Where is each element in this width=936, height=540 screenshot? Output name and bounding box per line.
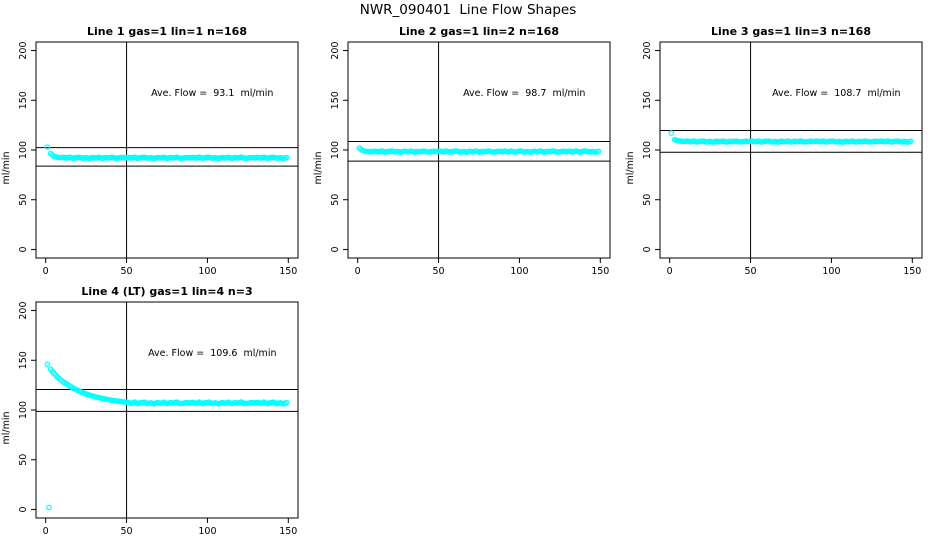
x-axis: 0 50 100 150 (667, 258, 921, 277)
svg-text:0: 0 (330, 246, 341, 252)
svg-text:100: 100 (330, 141, 341, 159)
data-points (356, 145, 602, 156)
plot-box (35, 301, 299, 519)
svg-text:150: 150 (279, 526, 297, 537)
x-axis: 0 50 100 150 (355, 258, 609, 277)
plot-box (659, 41, 923, 259)
data-points (668, 130, 914, 145)
svg-text:50: 50 (433, 266, 445, 277)
svg-text:200: 200 (330, 41, 341, 59)
svg-text:100: 100 (198, 526, 216, 537)
y-axis-label: ml/min (625, 151, 636, 184)
y-axis: 0 50 100 150 200 (18, 41, 36, 252)
svg-text:0: 0 (18, 246, 29, 252)
panel-line-2: Line 2 gas=1 lin=2 n=168 0 50 100 150 0 50 100 1… (313, 25, 611, 277)
ave-flow-annotation: Ave. Flow = 98.7 ml/min (463, 88, 585, 99)
y-axis-label: ml/min (1, 151, 12, 184)
svg-text:50: 50 (18, 454, 29, 466)
svg-text:100: 100 (18, 401, 29, 419)
svg-text:150: 150 (642, 91, 653, 109)
panel-title: Line 3 gas=1 lin=3 n=168 (711, 25, 871, 38)
svg-text:50: 50 (330, 194, 341, 206)
svg-text:150: 150 (279, 266, 297, 277)
svg-text:0: 0 (642, 246, 653, 252)
svg-text:100: 100 (822, 266, 840, 277)
panel-title: Line 4 (LT) gas=1 lin=4 n=3 (81, 285, 252, 298)
svg-text:0: 0 (43, 526, 49, 537)
svg-text:0: 0 (355, 266, 361, 277)
data-points (44, 144, 290, 162)
svg-text:0: 0 (43, 266, 49, 277)
ave-flow-annotation: Ave. Flow = 108.7 ml/min (772, 88, 900, 99)
plot-box (35, 41, 299, 259)
svg-text:150: 150 (330, 91, 341, 109)
data-points (44, 361, 290, 511)
svg-text:100: 100 (198, 266, 216, 277)
panel-title: Line 1 gas=1 lin=1 n=168 (87, 25, 247, 38)
svg-text:100: 100 (510, 266, 528, 277)
svg-text:100: 100 (18, 141, 29, 159)
svg-text:150: 150 (903, 266, 921, 277)
svg-text:150: 150 (591, 266, 609, 277)
y-axis-label: ml/min (313, 151, 324, 184)
svg-text:0: 0 (18, 506, 29, 512)
panel-line-1: Line 1 gas=1 lin=1 n=168 0 50 100 150 0 50 100 1… (1, 25, 299, 277)
svg-text:200: 200 (18, 301, 29, 319)
panel-line-4: Line 4 (LT) gas=1 lin=4 n=3 0 50 100 150 0 50 1… (1, 285, 299, 537)
svg-text:200: 200 (18, 41, 29, 59)
svg-text:50: 50 (642, 194, 653, 206)
svg-text:50: 50 (121, 266, 133, 277)
panel-title: Line 2 gas=1 lin=2 n=168 (399, 25, 559, 38)
ave-flow-annotation: Ave. Flow = 109.6 ml/min (148, 348, 276, 359)
svg-text:100: 100 (642, 141, 653, 159)
svg-text:200: 200 (642, 41, 653, 59)
y-axis: 0 50 100 150 200 (330, 41, 348, 252)
svg-text:50: 50 (18, 194, 29, 206)
svg-text:150: 150 (18, 91, 29, 109)
ave-flow-annotation: Ave. Flow = 93.1 ml/min (151, 88, 273, 99)
svg-text:50: 50 (745, 266, 757, 277)
svg-text:150: 150 (18, 351, 29, 369)
y-axis: 0 50 100 150 200 (642, 41, 660, 252)
x-axis: 0 50 100 150 (43, 258, 297, 277)
svg-text:0: 0 (667, 266, 673, 277)
svg-text:50: 50 (121, 526, 133, 537)
panel-line-3: Line 3 gas=1 lin=3 n=168 0 50 100 150 0 50 100 1… (625, 25, 923, 277)
x-axis: 0 50 100 150 (43, 518, 297, 537)
y-axis-label: ml/min (1, 411, 12, 444)
figure-title: NWR_090401 Line Flow Shapes (359, 2, 577, 18)
y-axis: 0 50 100 150 200 (18, 301, 36, 512)
